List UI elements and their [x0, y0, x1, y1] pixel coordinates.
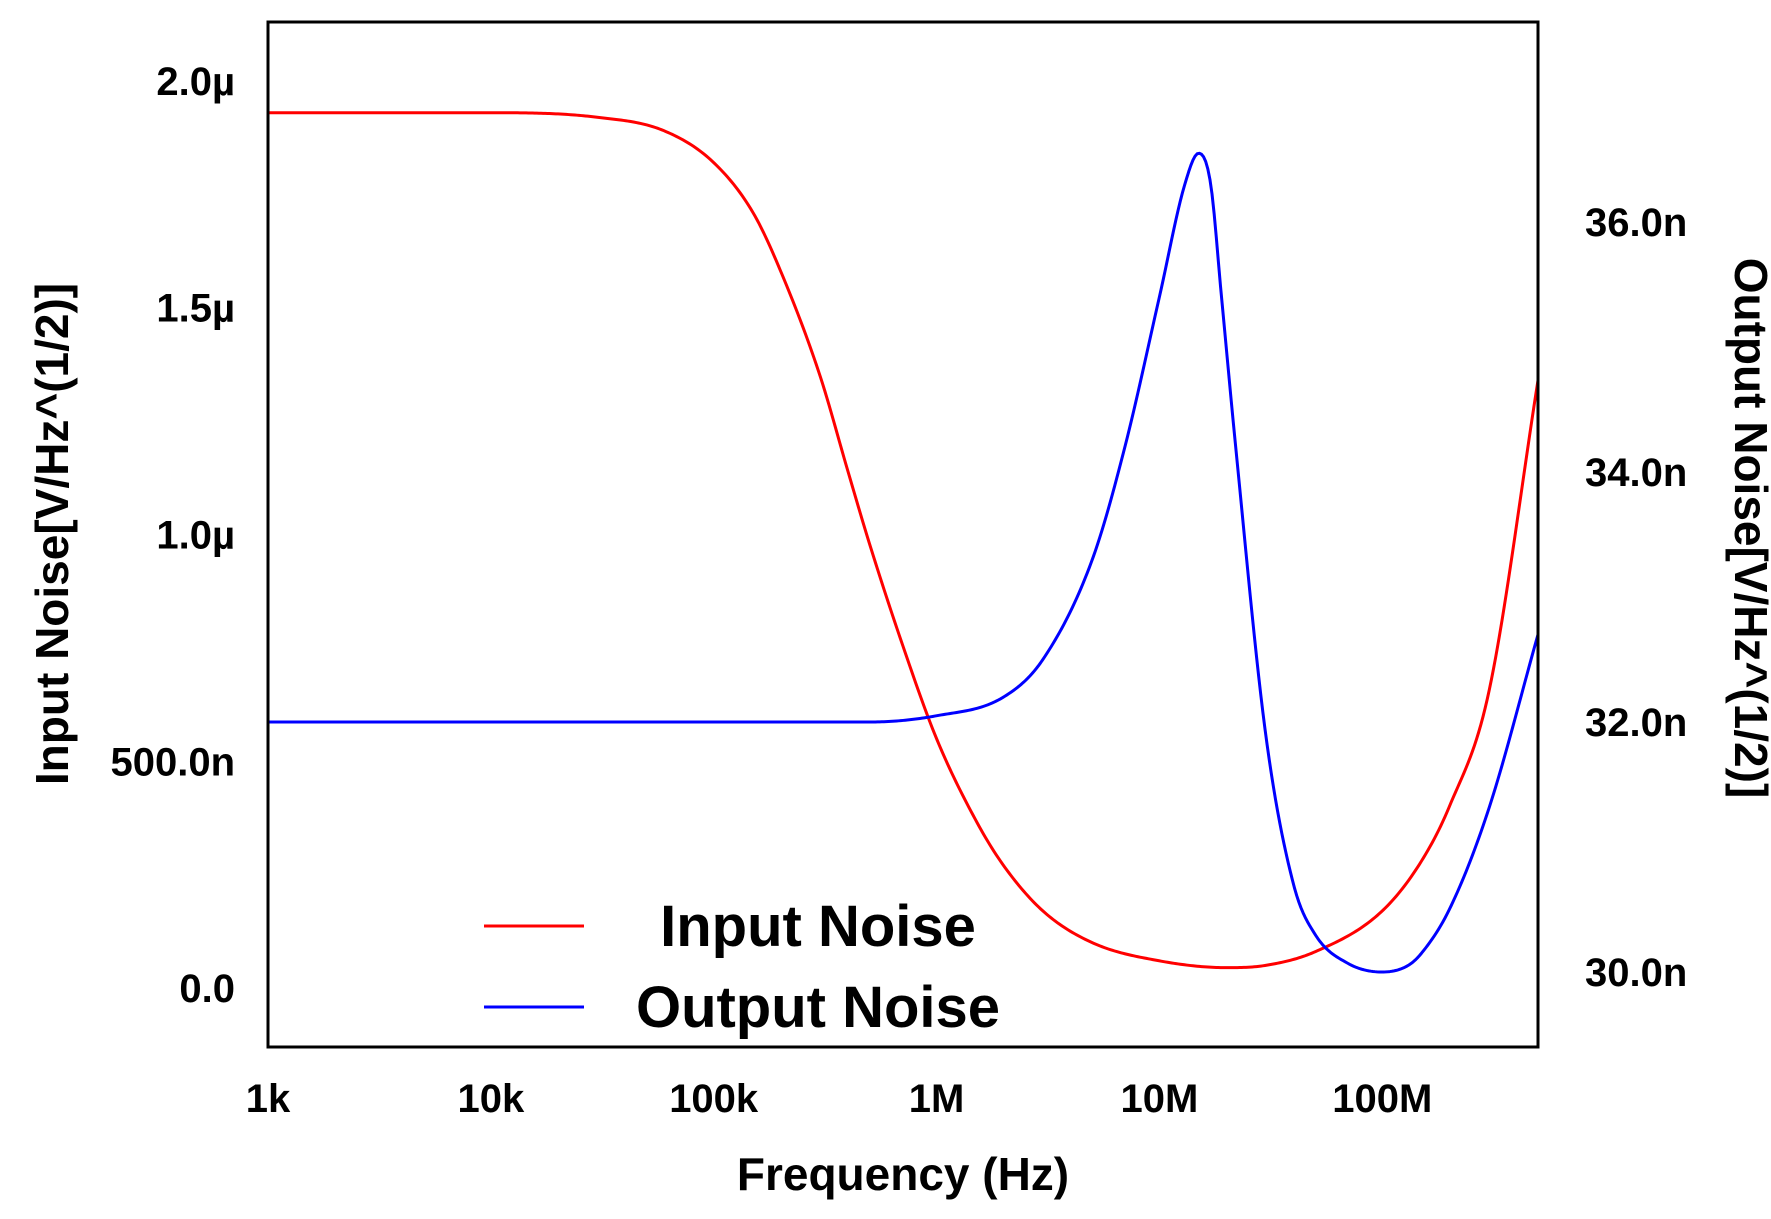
y-right-tick-labels: 30.0n 32.0n 34.0n 36.0n [1585, 201, 1687, 995]
plot-frame [266, 20, 1540, 1049]
x-tick-label-100k: 100k [669, 1077, 759, 1121]
y-right-tick-label-36-0n: 36.0n [1585, 201, 1687, 245]
y-left-axis-title: Input Noise[V/Hz^(1/2)] [26, 283, 78, 785]
y-left-tick-label-1-0: 1.0µ [156, 514, 235, 558]
series-line-output-noise [266, 151, 1540, 974]
y-right-tick-label-32-0n: 32.0n [1585, 701, 1687, 745]
x-tick-label-10m: 10M [1120, 1077, 1198, 1121]
x-tick-label-100m: 100M [1332, 1077, 1432, 1121]
y-left-tick-label-500-0n: 500.0n [110, 740, 235, 784]
legend-label-input-noise: Input Noise [660, 894, 976, 959]
y-right-tick-label-34-0n: 34.0n [1585, 451, 1687, 495]
plot-area [268, 22, 1538, 1047]
x-tick-labels: 1k 10k 100k 1M 10M 100M [246, 1077, 1433, 1121]
y-left-tick-label-1-5: 1.5µ [156, 287, 235, 331]
y-left-tick-labels: 0.0 500.0n 1.0µ 1.5µ 2.0µ [110, 60, 235, 1011]
y-left-tick-label-0-0: 0.0 [179, 967, 235, 1011]
x-tick-label-1m: 1M [909, 1077, 965, 1121]
y-right-axis-title: Output Noise[V/Hz^(1/2)] [1725, 258, 1771, 799]
y-left-tick-label-2-0: 2.0µ [156, 60, 235, 104]
x-tick-label-10k: 10k [457, 1077, 524, 1121]
series-layer [266, 111, 1540, 974]
legend: Input Noise Output Noise [484, 894, 1000, 1040]
legend-label-output-noise: Output Noise [636, 975, 1000, 1040]
x-axis-title: Frequency (Hz) [737, 1148, 1069, 1200]
x-tick-label-1k: 1k [246, 1077, 291, 1121]
y-right-tick-label-30-0n: 30.0n [1585, 951, 1687, 995]
